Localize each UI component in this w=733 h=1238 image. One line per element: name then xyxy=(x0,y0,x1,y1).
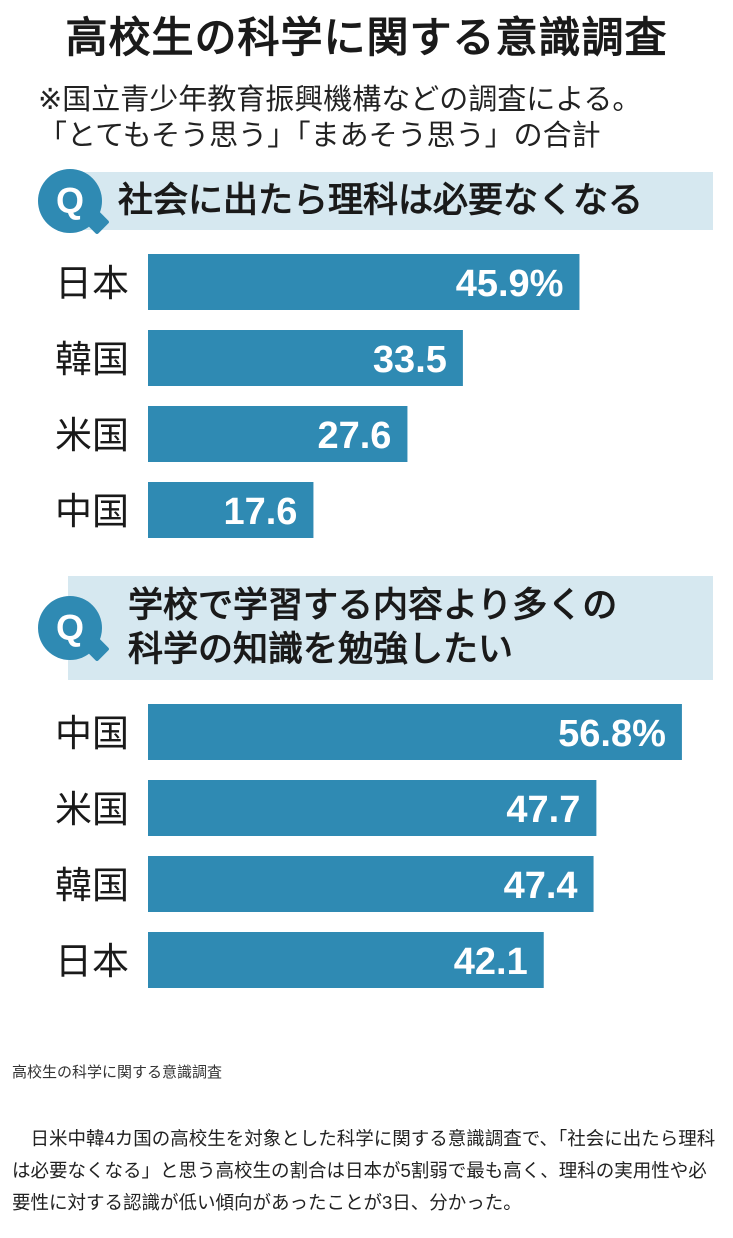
article-text: 日米中韓4カ国の高校生を対象とした科学に関する意識調査で、「社会に出たら理科は必… xyxy=(12,1128,716,1213)
bar xyxy=(148,856,594,912)
bar xyxy=(148,780,597,836)
bar xyxy=(148,330,463,386)
category-label: 中国 xyxy=(55,712,129,755)
question-1-text: 社会に出たら理科は必要なくなる xyxy=(118,181,644,221)
value-label: 17.6 xyxy=(223,491,297,533)
bar xyxy=(148,932,544,988)
bar xyxy=(148,406,408,462)
question-2-text-line-2: 科学の知識を勉強したい xyxy=(128,630,514,670)
value-label: 42.1 xyxy=(454,941,528,983)
value-label: 45.9% xyxy=(456,263,564,305)
q-badge-label: Q xyxy=(55,607,84,648)
bar xyxy=(148,482,314,538)
category-label: 日本 xyxy=(55,262,129,305)
value-label: 33.5 xyxy=(373,339,447,381)
image-caption: 高校生の科学に関する意識調査 xyxy=(12,1064,223,1081)
category-label: 韓国 xyxy=(55,338,129,381)
category-label: 韓国 xyxy=(55,864,129,907)
category-label: 日本 xyxy=(55,940,129,983)
question-2-badge: Q xyxy=(38,596,102,660)
value-label: 27.6 xyxy=(317,415,391,457)
aggregation-note: 「とてもそう思う」「まあそう思う」の合計 xyxy=(38,118,601,152)
q-badge-label: Q xyxy=(55,180,84,221)
value-label: 47.4 xyxy=(504,865,578,907)
question-2-banner xyxy=(68,576,713,680)
category-label: 中国 xyxy=(55,490,129,533)
question-1-badge: Q xyxy=(38,169,102,233)
bar xyxy=(148,704,682,760)
source-note: ※国立青少年教育振興機構などの調査による。 xyxy=(38,82,642,116)
value-label: 56.8% xyxy=(558,713,666,755)
bar-chart-1: 日本 45.9% 韓国 33.5 米国 27.6 中国 17.6 xyxy=(55,254,580,538)
question-1-banner xyxy=(68,172,713,230)
chart-main-title: 高校生の科学に関する意識調査 xyxy=(65,13,668,62)
bar xyxy=(148,254,580,310)
category-label: 米国 xyxy=(55,414,129,457)
category-label: 米国 xyxy=(55,788,129,831)
infographic: 高校生の科学に関する意識調査 ※国立青少年教育振興機構などの調査による。 「とて… xyxy=(0,0,733,1040)
caption-section xyxy=(0,1048,733,1238)
bar-chart-2: 中国 56.8% 米国 47.7 韓国 47.4 日本 42.1 xyxy=(55,704,682,988)
value-label: 47.7 xyxy=(506,789,580,831)
question-2-text-line-1: 学校で学習する内容より多くの xyxy=(128,586,618,626)
